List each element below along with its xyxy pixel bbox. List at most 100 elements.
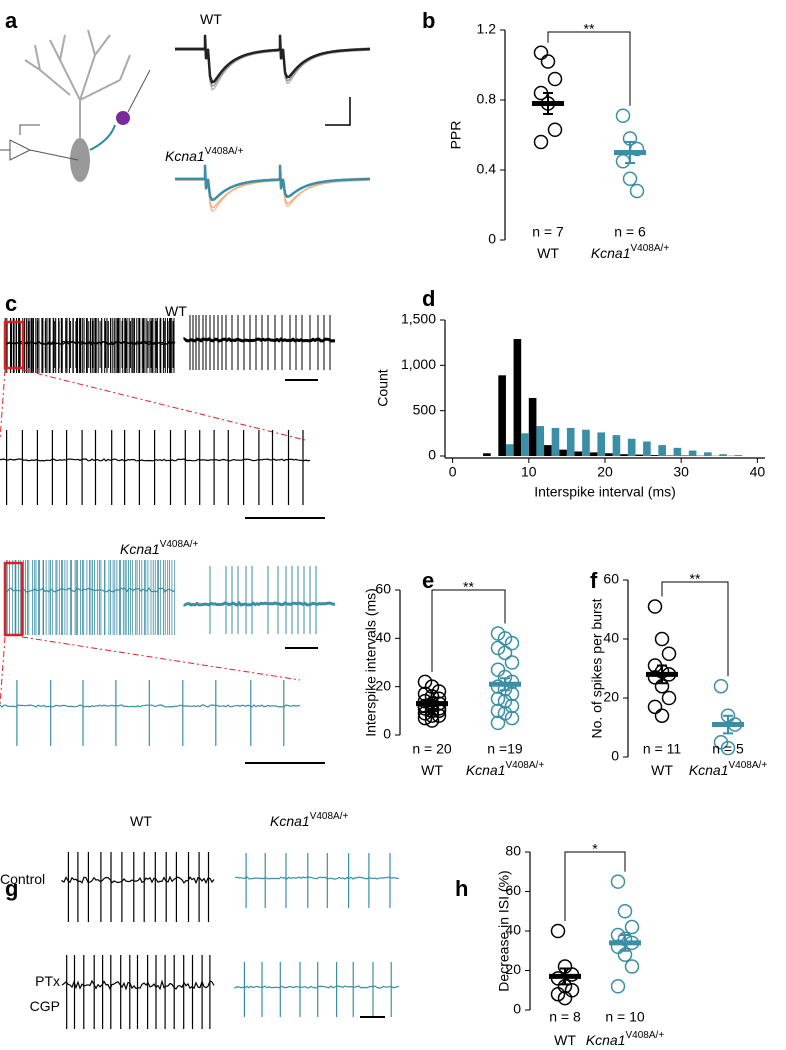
trace-label: WT [165,303,187,319]
label-main: PTx [35,973,60,989]
trace [4,587,176,593]
hist-bar [605,453,613,456]
hist-bar [551,427,560,456]
data-point [610,979,626,994]
trace [234,985,400,989]
data-point [654,708,670,723]
y-tick-label: 20 [375,677,391,693]
significance: ** [584,21,595,37]
y-tick-label: 0 [611,748,619,764]
trace [183,600,336,608]
label-main: Kcna1 [120,541,160,557]
data-point [504,635,520,651]
trace-label: WT [200,11,222,27]
data-point [647,699,663,715]
hist-bar [566,427,575,456]
y-axis-label: Decrease in ISI (%) [496,870,512,991]
data-point [624,919,640,935]
label-sup: V408A/+ [205,146,244,157]
data-point [533,45,549,60]
data-point [490,662,506,677]
hist-bar [513,339,522,456]
n-label: n = 11 [643,741,681,757]
label-sup: V408A/+ [729,760,768,771]
trace [16,680,285,746]
y-axis-label: Count [375,369,391,406]
hist-bar [528,397,537,456]
label-main: WT [165,303,187,319]
hist-bar [483,453,491,456]
trace [183,336,336,343]
hist-bar [597,432,605,456]
hist-bar [620,454,628,456]
y-tick-label: 20 [603,689,619,705]
label-sup: V408A/+ [626,1030,665,1041]
label-main: WT [537,245,559,261]
y-tick-label: 0 [488,231,496,247]
y-tick-label: 1.2 [477,21,497,37]
data-point [610,874,626,889]
trace-label: CGP [30,998,60,1014]
data-point [615,108,631,123]
hist-bar [719,454,727,456]
y-tick-label: 40 [505,922,521,938]
data-point [557,990,573,1006]
label-main: Kcna1 [591,245,631,261]
hist-bar [559,449,567,456]
hist-bar [505,444,514,456]
hist-bar [498,375,506,456]
data-point [504,710,520,726]
label-main: WT [554,1032,576,1048]
significance-bracket [547,31,631,106]
trace [175,34,371,84]
hist-bar [521,433,529,456]
y-tick-label: 0 [513,1001,521,1017]
hist-bar [734,455,743,456]
data-point [661,646,677,661]
label-main: Kcna1 [270,813,310,829]
panel-letter: g [5,876,18,901]
x-tick-label: 40 [750,464,766,480]
y-tick-label: 0 [428,447,436,463]
label-main: WT [651,762,673,778]
data-point [417,710,433,726]
n-label: n = 8 [549,1009,581,1025]
data-point [654,631,670,647]
label-main: WT [421,762,443,778]
hist-bar [589,452,598,456]
data-point [550,923,566,939]
hist-bar [635,454,644,456]
data-point [497,645,513,661]
label-main: Kcna1 [586,1032,626,1048]
y-tick-label: 40 [375,629,391,645]
trace-label: Control [0,871,45,887]
data-point [617,904,633,919]
scale-bar [325,97,351,126]
y-axis-label: PPR [448,121,464,150]
trace [6,560,176,635]
panel-letter: b [422,8,435,33]
y-axis-label: Interspike intervals (ms) [363,588,379,737]
label-main: Kcna1 [466,762,506,778]
y-tick-label: 500 [413,401,437,417]
significance-bracket [661,581,729,677]
n-label: n = 5 [712,741,744,757]
category-label: Kcna1V408A/+ [466,760,545,778]
zoom-box [3,561,24,637]
category-label: WT [537,245,559,261]
hist-bar [650,455,659,456]
n-label: n = 10 [605,1009,645,1025]
y-tick-label: 80 [505,843,521,859]
label-main: CGP [30,998,60,1014]
label-main: Control [0,871,45,887]
panel-letter: f [590,568,598,593]
data-point [540,54,556,69]
label-main: Kcna1 [165,148,205,164]
y-tick-label: 1,000 [401,356,436,372]
y-tick-label: 60 [375,581,391,597]
hist-bar [688,450,697,456]
data-point [417,686,433,702]
label-sup: V408A/+ [310,811,349,822]
y-tick-label: 0.4 [477,161,497,177]
data-point [550,986,566,1002]
